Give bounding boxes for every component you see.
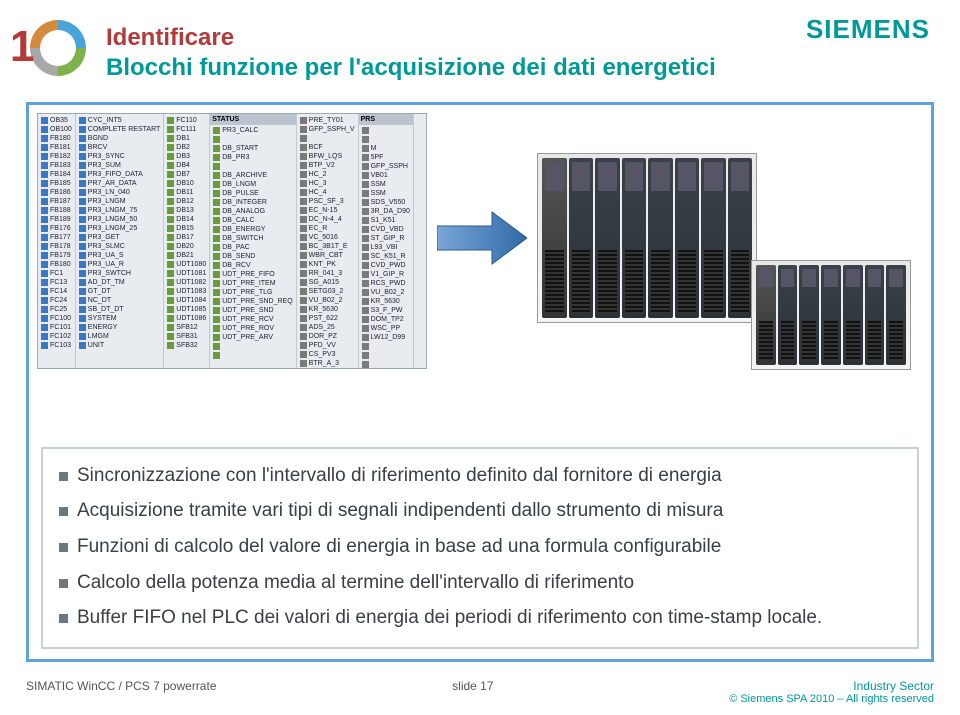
- slide-footer: SIMATIC WinCC / PCS 7 powerrate slide 17…: [26, 679, 934, 705]
- image-row: OB35OB100FB180FB181FB182FB183FB184FB185F…: [37, 113, 923, 373]
- ring-icon: [30, 20, 86, 76]
- step-number: 1: [10, 22, 34, 72]
- footer-left: SIMATIC WinCC / PCS 7 powerrate: [26, 679, 217, 705]
- footer-right-1: Industry Sector: [729, 679, 934, 693]
- bullet-item: Buffer FIFO nel PLC dei valori di energi…: [59, 605, 901, 631]
- plc-image-large: [537, 153, 757, 323]
- bullet-box: Sincronizzazione con l'intervallo di rif…: [41, 447, 919, 649]
- footer-right: Industry Sector © Siemens SPA 2010 – All…: [729, 679, 934, 705]
- arrow-wrap: [437, 113, 527, 363]
- bullet-item: Sincronizzazione con l'intervallo di rif…: [59, 463, 901, 489]
- step-chip: 1: [20, 18, 86, 84]
- title-line-1: Identificare: [106, 24, 716, 52]
- title-line-2: Blocchi funzione per l'acquisizione dei …: [106, 54, 716, 82]
- bullet-item: Funzioni di calcolo del valore di energi…: [59, 534, 901, 560]
- software-screenshot: OB35OB100FB180FB181FB182FB183FB184FB185F…: [37, 113, 427, 369]
- plc-image-small: [751, 260, 911, 370]
- footer-right-2: © Siemens SPA 2010 – All rights reserved: [729, 693, 934, 705]
- content-frame: OB35OB100FB180FB181FB182FB183FB184FB185F…: [26, 102, 934, 662]
- arrow-icon: [437, 208, 527, 268]
- brand-logo: SIEMENS: [806, 14, 930, 45]
- title-block: Identificare Blocchi funzione per l'acqu…: [106, 18, 716, 82]
- bullet-item: Acquisizione tramite vari tipi di segnal…: [59, 498, 901, 524]
- bullet-list: Sincronizzazione con l'intervallo di rif…: [59, 463, 901, 631]
- footer-center: slide 17: [452, 679, 493, 705]
- bullet-item: Calcolo della potenza media al termine d…: [59, 570, 901, 596]
